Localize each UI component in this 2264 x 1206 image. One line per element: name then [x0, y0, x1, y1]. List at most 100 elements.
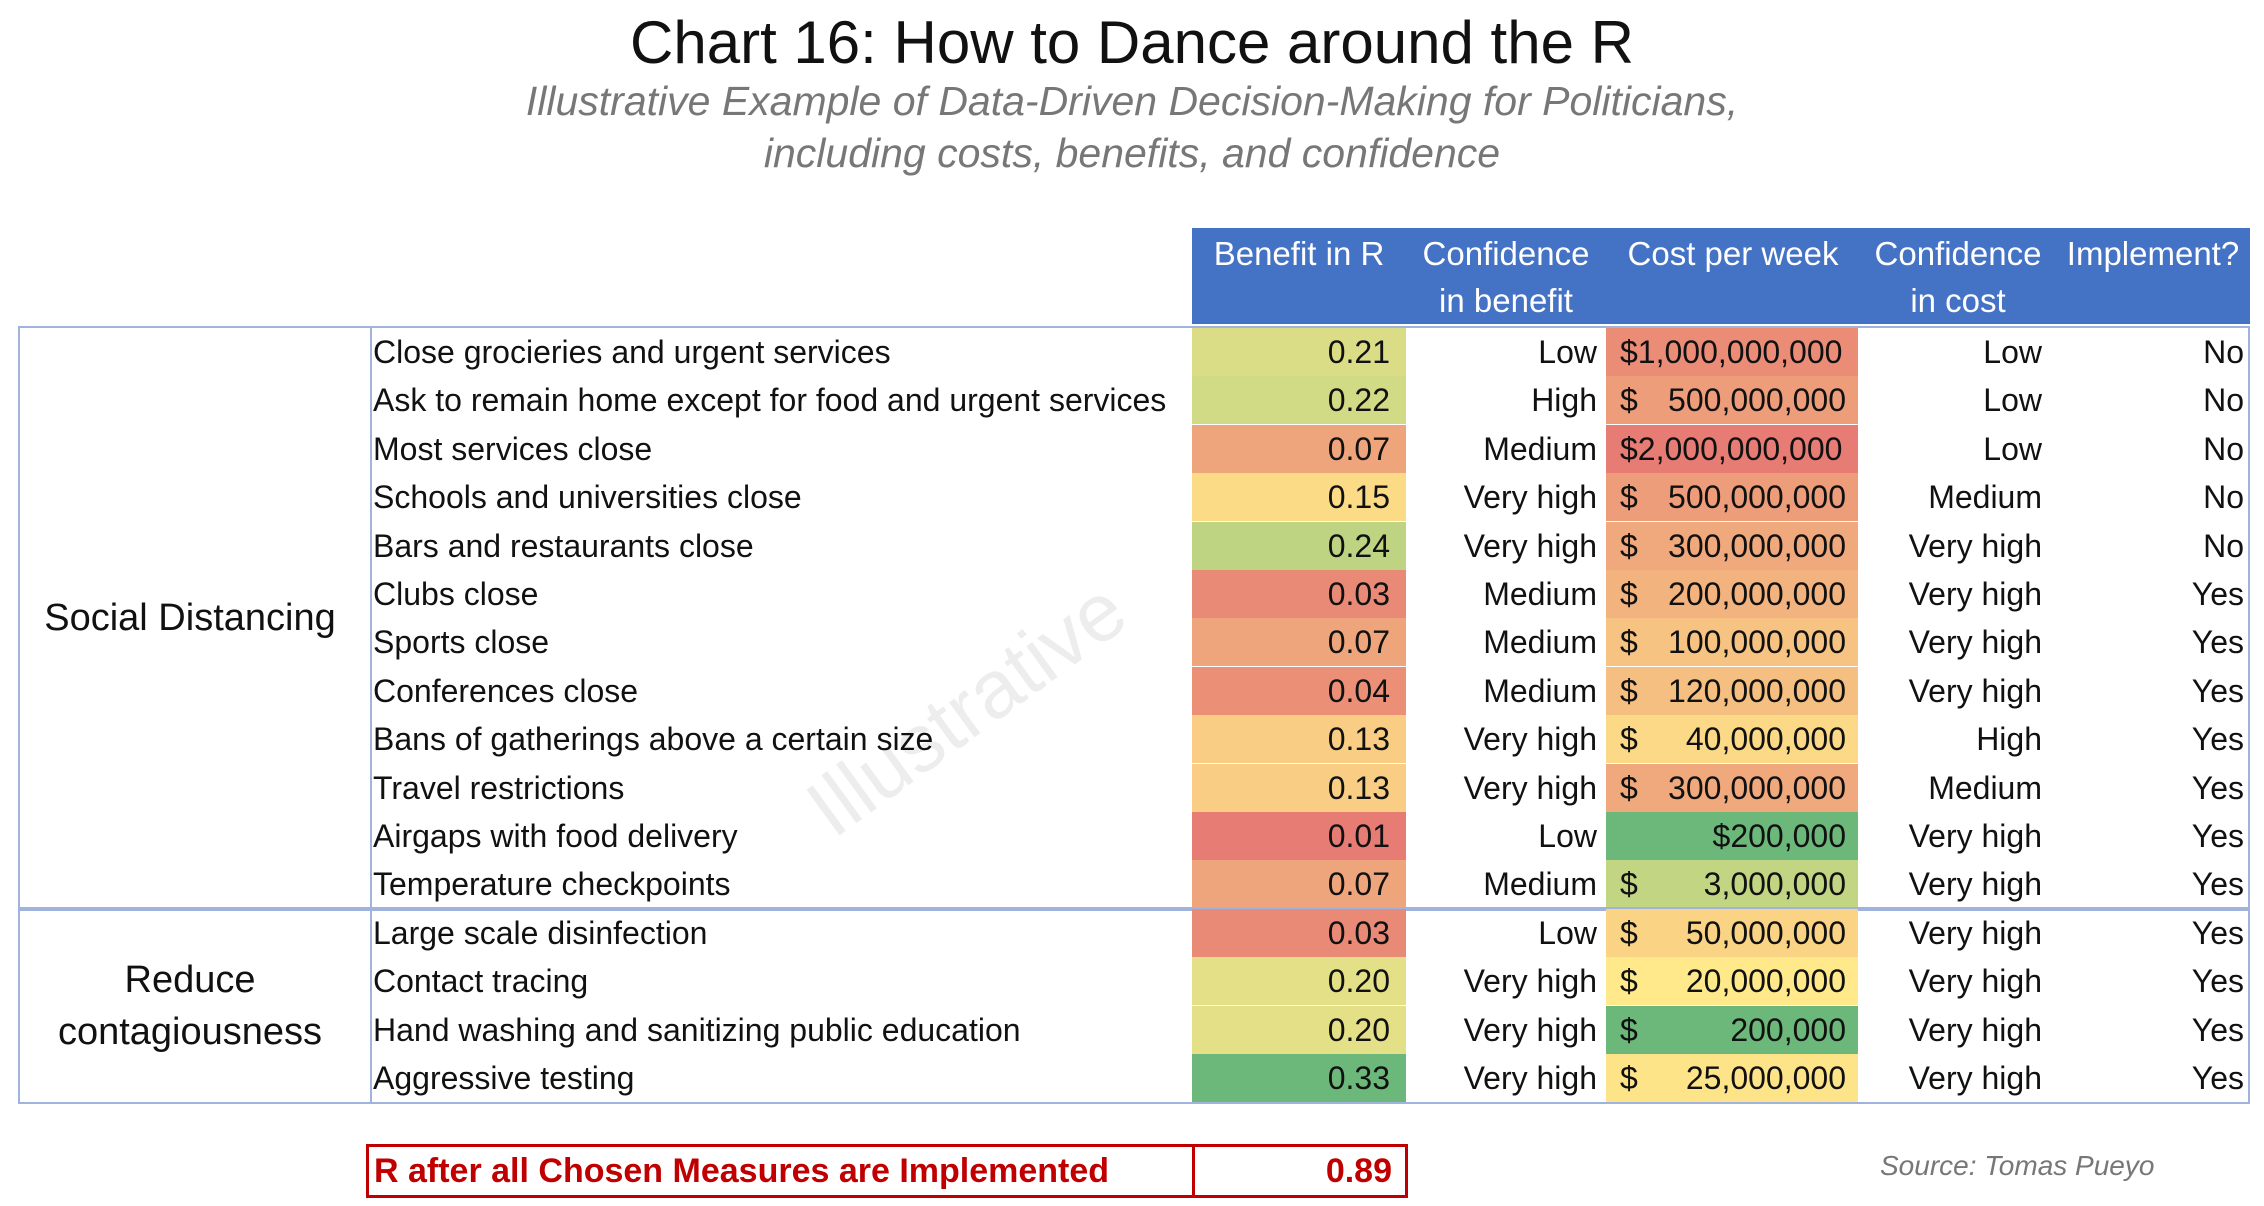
cost-symbol: $ — [1620, 914, 1638, 951]
cost-symbol: $ — [1620, 963, 1638, 1000]
confidence-cost: Very high — [1908, 1011, 2042, 1048]
group-label-0: Social Distancing — [44, 597, 336, 640]
confidence-benefit: Very high — [1463, 527, 1597, 564]
confidence-benefit: Very high — [1463, 1060, 1597, 1096]
cost-value: $25,000,000 — [1606, 1054, 1858, 1102]
cost-value: $50,000,000 — [1606, 908, 1858, 957]
cost-amount: 3,000,000 — [1703, 866, 1846, 903]
benefit-value: 0.03 — [1192, 570, 1406, 618]
confidence-benefit: Medium — [1483, 672, 1597, 709]
measure-label: Bans of gatherings above a certain size — [373, 721, 934, 758]
cost-value: $100,000,000 — [1606, 618, 1858, 667]
measure-label: Clubs close — [373, 576, 539, 612]
cost-amount: $200,000 — [1712, 818, 1846, 854]
group-divider-1 — [370, 906, 372, 1105]
confidence-benefit: Low — [1538, 818, 1597, 854]
confidence-cost: Very high — [1908, 527, 2042, 564]
confidence-benefit: Medium — [1483, 576, 1597, 612]
cost-value: $500,000,000 — [1606, 376, 1858, 425]
group-label-1: Reduce contagiousness — [57, 958, 323, 1053]
confidence-benefit: Very high — [1463, 769, 1597, 806]
cost-symbol: $ — [1620, 1060, 1638, 1096]
header-band — [1192, 228, 2250, 324]
cost-symbol: $ — [1620, 527, 1638, 564]
implement-value: No — [2203, 527, 2244, 564]
cost-value: $500,000,000 — [1606, 473, 1858, 522]
measure-label: Close grocieries and urgent services — [373, 334, 891, 370]
implement-value: No — [2203, 334, 2244, 370]
cost-amount: 40,000,000 — [1685, 721, 1846, 758]
confidence-cost: Very high — [1908, 914, 2042, 951]
benefit-value: 0.13 — [1192, 763, 1406, 812]
implement-value: Yes — [2191, 866, 2244, 903]
implement-value: Yes — [2191, 1011, 2244, 1048]
confidence-cost: Very high — [1908, 818, 2042, 854]
cost-symbol: $ — [1620, 624, 1638, 661]
column-header-implement: Implement? — [2066, 235, 2240, 272]
measure-label: Airgaps with food delivery — [373, 818, 738, 854]
benefit-value: 0.24 — [1192, 521, 1406, 570]
cost-symbol: $ — [1620, 769, 1638, 806]
cost-symbol: $ — [1620, 721, 1638, 758]
cost-amount: 500,000,000 — [1668, 382, 1846, 419]
cost-amount: 20,000,000 — [1685, 963, 1846, 1000]
cost-symbol: $1,000,000,000 — [1620, 334, 1843, 370]
cost-amount: 500,000,000 — [1668, 479, 1846, 516]
cost-symbol: $ — [1620, 1011, 1638, 1048]
confidence-benefit: Medium — [1483, 430, 1597, 467]
benefit-value: 0.01 — [1192, 812, 1406, 860]
column-header-confidence-benefit: Confidence in benefit — [1422, 235, 1590, 319]
confidence-benefit: Very high — [1463, 963, 1597, 1000]
benefit-value: 0.22 — [1192, 376, 1406, 425]
cost-value: $1,000,000,000 — [1606, 328, 1858, 376]
implement-value: Yes — [2191, 624, 2244, 661]
measure-label: Travel restrictions — [373, 769, 625, 806]
column-header-benefit: Benefit in R — [1213, 235, 1385, 272]
cost-value: $2,000,000,000 — [1606, 424, 1858, 473]
implement-value: Yes — [2191, 721, 2244, 758]
summary-value: 0.89 — [1325, 1152, 1392, 1190]
confidence-cost: Medium — [1928, 479, 2042, 516]
confidence-cost: Very high — [1908, 576, 2042, 612]
group-divider-0 — [370, 326, 372, 911]
benefit-value: 0.07 — [1192, 424, 1406, 473]
benefit-value: 0.15 — [1192, 473, 1406, 522]
column-header-cost: Cost per week — [1627, 235, 1839, 272]
cost-value: $200,000,000 — [1606, 570, 1858, 618]
confidence-cost: Very high — [1908, 624, 2042, 661]
confidence-benefit: Very high — [1463, 479, 1597, 516]
measure-label: Contact tracing — [373, 963, 589, 1000]
chart-subtitle-line-2: including costs, benefits, and confidenc… — [763, 130, 1501, 176]
confidence-cost: Low — [1983, 334, 2042, 370]
confidence-benefit: Very high — [1463, 1011, 1597, 1048]
source-note: Source: Tomas Pueyo — [1880, 1150, 2155, 1181]
summary-box — [366, 1144, 1408, 1198]
cost-amount: 100,000,000 — [1668, 624, 1846, 661]
confidence-benefit: Very high — [1463, 721, 1597, 758]
confidence-cost: Medium — [1928, 769, 2042, 806]
implement-value: No — [2203, 430, 2244, 467]
cost-amount: 200,000,000 — [1668, 576, 1846, 612]
confidence-cost: Very high — [1908, 1060, 2042, 1096]
confidence-cost: Low — [1983, 382, 2042, 419]
measure-label: Conferences close — [373, 672, 639, 709]
confidence-benefit: Medium — [1483, 866, 1597, 903]
cost-symbol: $ — [1620, 576, 1638, 612]
benefit-value: 0.21 — [1192, 328, 1406, 376]
confidence-benefit: Medium — [1483, 624, 1597, 661]
implement-value: Yes — [2191, 1060, 2244, 1096]
cost-value: $20,000,000 — [1606, 957, 1858, 1006]
implement-value: No — [2203, 479, 2244, 516]
cost-symbol: $ — [1620, 382, 1638, 419]
cost-value: $200,000 — [1606, 1005, 1858, 1054]
measure-label: Hand washing and sanitizing public educa… — [373, 1011, 1021, 1048]
implement-value: Yes — [2191, 818, 2244, 854]
cost-symbol: $ — [1620, 479, 1638, 516]
implement-value: Yes — [2191, 914, 2244, 951]
cost-symbol: $2,000,000,000 — [1620, 430, 1843, 467]
benefit-value: 0.20 — [1192, 1005, 1406, 1054]
implement-value: Yes — [2191, 963, 2244, 1000]
summary-label: R after all Chosen Measures are Implemen… — [374, 1152, 1110, 1190]
implement-value: Yes — [2191, 672, 2244, 709]
group-box-0 — [18, 326, 2250, 911]
